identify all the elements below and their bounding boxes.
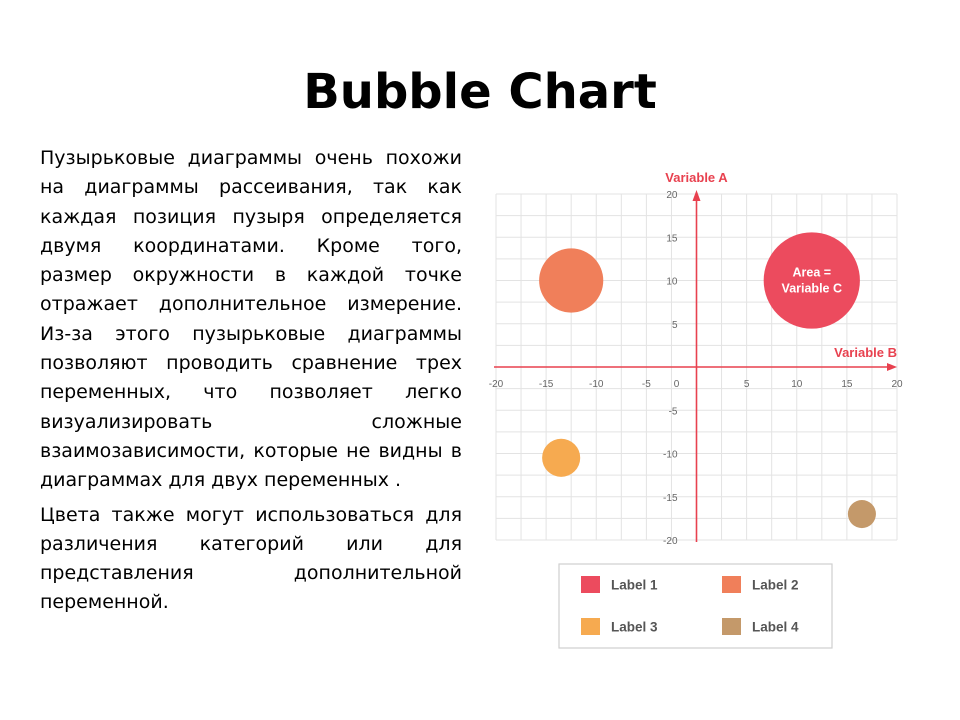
x-tick-label: 5 [744, 379, 750, 390]
legend-box [558, 563, 833, 649]
legend-label-1: Label 1 [611, 578, 658, 593]
legend-swatch-1 [581, 576, 600, 593]
x-tick-label: -5 [642, 379, 651, 390]
x-axis-arrow [887, 363, 897, 371]
legend-label-4: Label 4 [752, 620, 799, 635]
x-tick-label: -20 [489, 379, 504, 390]
y-tick-label: -10 [663, 450, 678, 461]
bubble-size-annotation: Area = [792, 266, 831, 280]
x-tick-label: 10 [791, 379, 803, 390]
legend-swatch-2 [722, 576, 741, 593]
bubble-label-2 [539, 248, 604, 313]
bubble-label-1 [763, 232, 860, 329]
y-axis-arrow [692, 190, 701, 201]
x-tick-label: -10 [589, 379, 604, 390]
legend-swatch-4 [722, 618, 741, 635]
y-tick-label: 20 [666, 190, 678, 201]
bubble-label-3 [542, 438, 581, 477]
legend-label-2: Label 2 [752, 578, 799, 593]
x-axis-title: Variable B [834, 345, 897, 360]
x-tick-label: 20 [891, 379, 903, 390]
x-tick-label: 15 [841, 379, 853, 390]
paragraph-description: Пузырьковые диаграммы очень похожи на ди… [40, 147, 462, 492]
legend-swatch-3 [581, 618, 600, 635]
legend-label-3: Label 3 [611, 620, 658, 635]
y-tick-label: -5 [669, 406, 678, 417]
bubble-chart: Variable B Variable A -20 -15 -10 -5 0 5 10 15 20 2… [480, 160, 920, 660]
bubble-size-annotation: Variable C [782, 282, 842, 296]
y-tick-label: -20 [663, 536, 678, 547]
y-tick-label: 5 [672, 320, 678, 331]
y-tick-label: -15 [663, 493, 678, 504]
bubble-chart-svg: Variable B Variable A -20 -15 -10 -5 0 5 10 15 20 2… [489, 170, 903, 649]
slide-title: Bubble Chart [303, 64, 657, 120]
bubble-label-4 [847, 500, 876, 529]
y-tick-label: 15 [666, 233, 678, 244]
y-axis-title: Variable A [665, 170, 728, 185]
x-tick-label: -15 [539, 379, 554, 390]
paragraph-colors: Цвета также могут использоваться для раз… [40, 503, 462, 614]
slide-body: Пузырьковые диаграммы очень похожи на ди… [40, 144, 462, 618]
x-tick-label: 0 [674, 379, 680, 390]
y-tick-label: 10 [666, 277, 678, 288]
